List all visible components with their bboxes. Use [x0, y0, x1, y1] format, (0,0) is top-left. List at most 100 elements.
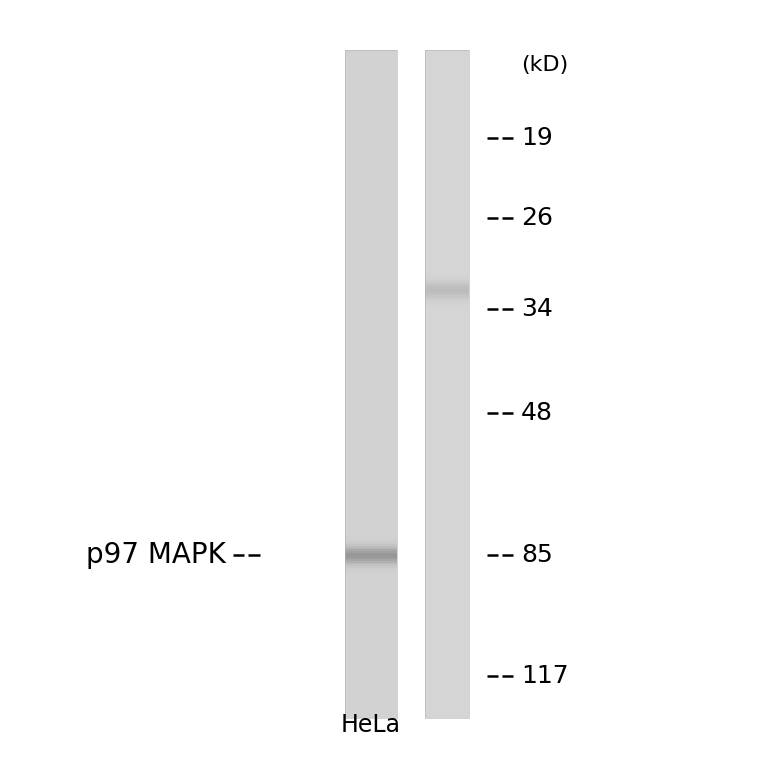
Bar — [425, 451, 469, 452]
Bar — [425, 150, 469, 151]
Bar — [345, 476, 397, 478]
Bar — [425, 558, 469, 559]
Bar — [425, 630, 469, 631]
Bar — [425, 158, 469, 160]
Bar — [345, 147, 397, 148]
Bar — [425, 568, 469, 569]
Bar — [425, 685, 469, 686]
Bar — [425, 240, 469, 242]
Bar — [345, 334, 397, 335]
Bar — [425, 302, 469, 304]
Bar — [345, 579, 397, 581]
Bar — [425, 628, 469, 630]
Bar — [425, 461, 469, 462]
Bar — [425, 697, 469, 698]
Bar — [425, 93, 469, 95]
Bar — [345, 202, 397, 203]
Bar — [425, 633, 469, 635]
Bar — [425, 73, 469, 75]
Bar — [425, 422, 469, 424]
Bar — [425, 234, 469, 235]
Bar — [345, 287, 397, 289]
Bar — [345, 82, 397, 83]
Bar — [425, 407, 469, 409]
Bar — [425, 332, 469, 334]
Bar — [345, 597, 397, 600]
Bar — [345, 524, 397, 526]
Bar — [345, 484, 397, 486]
Bar — [345, 520, 397, 521]
Bar — [345, 285, 397, 287]
Bar — [345, 691, 397, 693]
Bar — [345, 316, 397, 317]
Bar — [425, 417, 469, 419]
Bar — [345, 459, 397, 461]
Bar — [345, 342, 397, 344]
Bar — [345, 379, 397, 380]
Bar — [345, 514, 397, 516]
Bar — [345, 306, 397, 307]
Bar — [345, 678, 397, 680]
Bar — [345, 359, 397, 361]
Bar — [345, 590, 397, 591]
Bar — [345, 479, 397, 481]
Bar — [425, 476, 469, 478]
Bar — [345, 646, 397, 648]
Bar — [345, 92, 397, 93]
Bar — [345, 98, 397, 100]
Bar — [345, 274, 397, 275]
Bar — [345, 533, 397, 534]
Bar — [345, 468, 397, 469]
Bar — [345, 88, 397, 90]
Bar — [425, 362, 469, 364]
Text: 19: 19 — [521, 125, 553, 150]
Bar — [425, 452, 469, 454]
Bar — [345, 312, 397, 314]
Bar — [425, 608, 469, 610]
Bar — [425, 342, 469, 344]
Bar — [345, 596, 397, 597]
Bar — [425, 617, 469, 618]
Bar — [425, 382, 469, 384]
Bar — [345, 269, 397, 270]
Bar — [345, 697, 397, 698]
Bar — [425, 437, 469, 439]
Bar — [345, 452, 397, 454]
Bar — [345, 264, 397, 265]
Bar — [425, 254, 469, 255]
Bar — [345, 422, 397, 424]
Bar — [425, 364, 469, 365]
Bar — [345, 494, 397, 496]
Bar — [425, 483, 469, 484]
Bar — [345, 556, 397, 558]
Bar — [425, 128, 469, 130]
Bar — [425, 409, 469, 411]
Bar — [425, 563, 469, 565]
Bar — [345, 199, 397, 200]
Bar — [345, 521, 397, 523]
Bar — [425, 670, 469, 672]
Bar — [425, 529, 469, 531]
Bar — [425, 462, 469, 465]
Bar — [425, 162, 469, 163]
Bar — [345, 215, 397, 217]
Bar — [425, 688, 469, 690]
Bar — [425, 445, 469, 448]
Bar — [425, 403, 469, 404]
Bar — [345, 167, 397, 168]
Bar — [345, 426, 397, 427]
Bar — [425, 255, 469, 257]
Bar — [425, 396, 469, 397]
Bar — [425, 141, 469, 144]
Bar — [425, 573, 469, 575]
Bar — [345, 649, 397, 651]
Bar — [345, 497, 397, 499]
Bar — [345, 186, 397, 189]
Bar — [345, 551, 397, 552]
Bar — [425, 112, 469, 113]
Bar — [425, 561, 469, 563]
Bar — [345, 437, 397, 439]
Text: 85: 85 — [521, 543, 553, 568]
Bar — [345, 127, 397, 128]
Bar — [345, 698, 397, 700]
